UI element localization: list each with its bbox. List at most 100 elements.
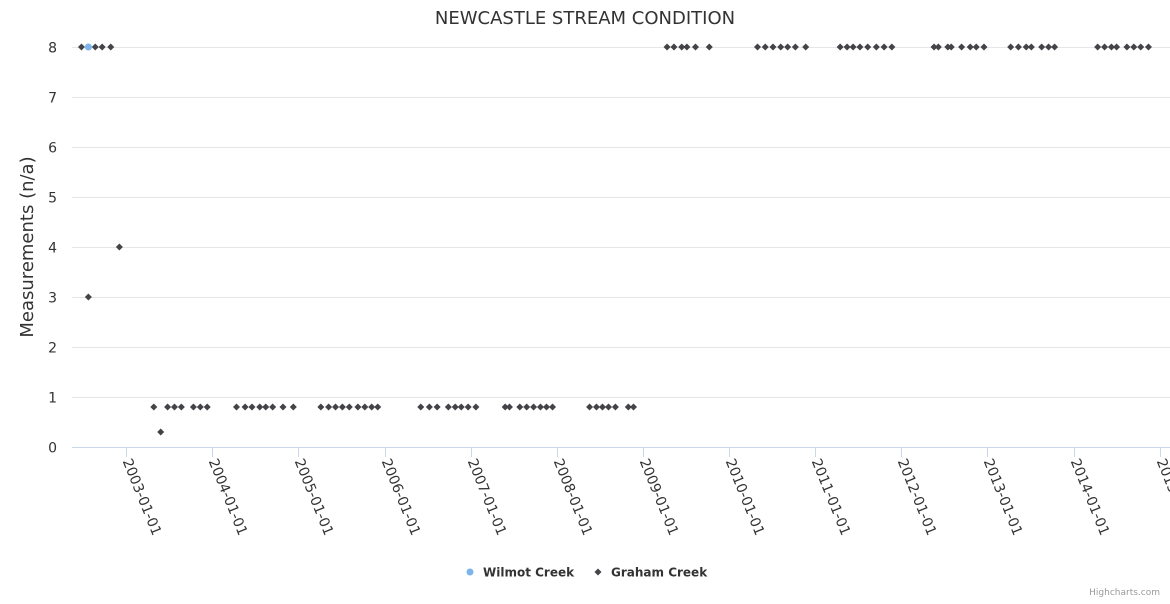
graham-creek-point[interactable] — [972, 43, 980, 51]
graham-creek-point[interactable] — [1137, 43, 1145, 51]
graham-creek-point[interactable] — [543, 403, 551, 411]
graham-creek-point[interactable] — [332, 403, 340, 411]
graham-creek-point[interactable] — [107, 43, 115, 51]
graham-creek-point[interactable] — [670, 43, 678, 51]
graham-creek-point[interactable] — [1107, 43, 1115, 51]
graham-creek-point[interactable] — [516, 403, 524, 411]
graham-creek-point[interactable] — [248, 403, 256, 411]
graham-creek-point[interactable] — [849, 43, 857, 51]
graham-creek-point[interactable] — [256, 403, 264, 411]
graham-creek-point[interactable] — [523, 403, 531, 411]
graham-creek-point[interactable] — [232, 403, 240, 411]
graham-creek-point[interactable] — [663, 43, 671, 51]
graham-creek-point[interactable] — [598, 403, 606, 411]
graham-creek-point[interactable] — [592, 403, 600, 411]
graham-creek-point[interactable] — [368, 403, 376, 411]
graham-creek-point[interactable] — [203, 403, 211, 411]
graham-creek-point[interactable] — [98, 43, 106, 51]
graham-creek-point[interactable] — [1007, 43, 1015, 51]
graham-creek-point[interactable] — [1094, 43, 1102, 51]
graham-creek-point[interactable] — [505, 403, 513, 411]
graham-creek-point[interactable] — [934, 43, 942, 51]
graham-creek-point[interactable] — [444, 403, 452, 411]
graham-creek-point[interactable] — [836, 43, 844, 51]
graham-creek-point[interactable] — [150, 403, 158, 411]
graham-creek-point[interactable] — [417, 403, 425, 411]
graham-creek-point[interactable] — [753, 43, 761, 51]
graham-creek-point[interactable] — [683, 43, 691, 51]
graham-creek-point[interactable] — [1014, 43, 1022, 51]
graham-creek-point[interactable] — [1144, 43, 1152, 51]
graham-creek-point[interactable] — [605, 403, 613, 411]
graham-creek-point[interactable] — [611, 403, 619, 411]
graham-creek-point[interactable] — [691, 43, 699, 51]
graham-creek-point[interactable] — [374, 403, 382, 411]
graham-creek-point[interactable] — [802, 43, 810, 51]
graham-creek-point[interactable] — [1113, 43, 1121, 51]
graham-creek-point[interactable] — [196, 403, 204, 411]
graham-creek-point[interactable] — [451, 403, 459, 411]
graham-creek-point[interactable] — [262, 403, 270, 411]
graham-creek-point[interactable] — [1130, 43, 1138, 51]
graham-creek-point[interactable] — [1045, 43, 1053, 51]
graham-creek-point[interactable] — [791, 43, 799, 51]
graham-creek-point[interactable] — [354, 403, 362, 411]
graham-creek-point[interactable] — [361, 403, 369, 411]
graham-creek-point[interactable] — [157, 428, 165, 436]
graham-creek-point[interactable] — [1123, 43, 1131, 51]
graham-creek-point[interactable] — [433, 403, 441, 411]
legend-item-graham-creek[interactable]: Graham Creek — [594, 566, 709, 580]
graham-creek-point[interactable] — [947, 43, 955, 51]
graham-creek-point[interactable] — [549, 403, 557, 411]
graham-creek-point[interactable] — [761, 43, 769, 51]
credits-link[interactable]: Highcharts.com — [1089, 588, 1160, 598]
graham-creek-point[interactable] — [530, 403, 538, 411]
graham-creek-point[interactable] — [279, 403, 287, 411]
graham-creek-point[interactable] — [678, 43, 686, 51]
graham-creek-point[interactable] — [189, 403, 197, 411]
graham-creek-point[interactable] — [980, 43, 988, 51]
graham-creek-point[interactable] — [777, 43, 785, 51]
wilmot-creek-point[interactable] — [84, 43, 92, 51]
graham-creek-point[interactable] — [317, 403, 325, 411]
graham-creek-point[interactable] — [472, 403, 480, 411]
graham-creek-point[interactable] — [784, 43, 792, 51]
graham-creek-point[interactable] — [241, 403, 249, 411]
graham-creek-point[interactable] — [586, 403, 594, 411]
graham-creek-point[interactable] — [501, 403, 509, 411]
graham-creek-point[interactable] — [84, 293, 92, 301]
graham-creek-point[interactable] — [930, 43, 938, 51]
legend-item-wilmot-creek[interactable]: Wilmot Creek — [466, 566, 576, 580]
graham-creek-point[interactable] — [170, 403, 178, 411]
graham-creek-point[interactable] — [966, 43, 974, 51]
graham-creek-point[interactable] — [880, 43, 888, 51]
graham-creek-point[interactable] — [624, 403, 632, 411]
graham-creek-point[interactable] — [705, 43, 713, 51]
graham-creek-point[interactable] — [1027, 43, 1035, 51]
graham-creek-point[interactable] — [338, 403, 346, 411]
graham-creek-point[interactable] — [536, 403, 544, 411]
graham-creek-point[interactable] — [1051, 43, 1059, 51]
graham-creek-point[interactable] — [856, 43, 864, 51]
graham-creek-point[interactable] — [425, 403, 433, 411]
graham-creek-point[interactable] — [1022, 43, 1030, 51]
graham-creek-point[interactable] — [1038, 43, 1046, 51]
graham-creek-point[interactable] — [843, 43, 851, 51]
graham-creek-point[interactable] — [888, 43, 896, 51]
graham-creek-point[interactable] — [464, 403, 472, 411]
graham-creek-point[interactable] — [325, 403, 333, 411]
graham-creek-point[interactable] — [269, 403, 277, 411]
graham-creek-point[interactable] — [289, 403, 297, 411]
graham-creek-point[interactable] — [77, 43, 85, 51]
graham-creek-point[interactable] — [115, 243, 123, 251]
graham-creek-point[interactable] — [629, 403, 637, 411]
graham-creek-point[interactable] — [457, 403, 465, 411]
graham-creek-point[interactable] — [864, 43, 872, 51]
graham-creek-point[interactable] — [958, 43, 966, 51]
graham-creek-point[interactable] — [1101, 43, 1109, 51]
graham-creek-point[interactable] — [345, 403, 353, 411]
graham-creek-point[interactable] — [164, 403, 172, 411]
graham-creek-point[interactable] — [91, 43, 99, 51]
graham-creek-point[interactable] — [872, 43, 880, 51]
graham-creek-point[interactable] — [177, 403, 185, 411]
